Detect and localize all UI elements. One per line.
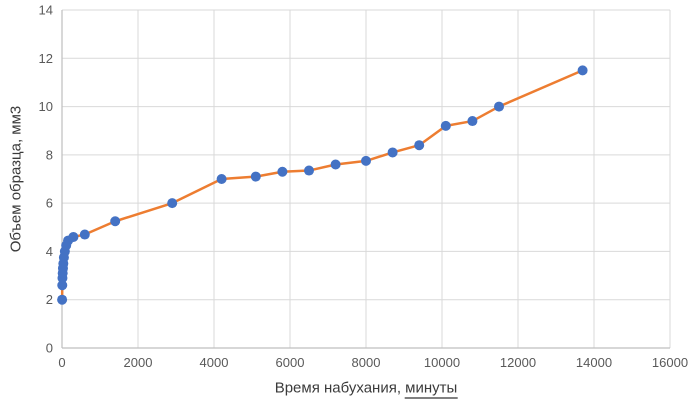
data-point — [216, 174, 227, 184]
data-point — [330, 159, 341, 170]
data-point — [494, 101, 504, 112]
y-tick-label: 14 — [39, 3, 53, 18]
data-point — [68, 231, 79, 242]
y-tick-label: 0 — [46, 341, 53, 356]
data-point — [304, 165, 314, 176]
data-point — [387, 147, 398, 158]
y-tick-label: 4 — [46, 244, 53, 259]
data-point — [110, 216, 121, 227]
x-axis-title-underlined: минуты — [405, 379, 458, 399]
x-tick-label: 2000 — [124, 355, 153, 370]
data-point — [57, 280, 68, 291]
y-tick-label: 12 — [39, 51, 53, 66]
y-tick-label: 8 — [46, 147, 53, 162]
data-point — [79, 229, 90, 240]
x-tick-label: 0 — [58, 355, 65, 370]
data-point — [250, 171, 261, 182]
data-point — [277, 166, 288, 177]
data-point — [414, 140, 425, 151]
data-point — [57, 294, 68, 305]
data-point — [440, 120, 451, 131]
x-axis-title: Время набухания, минуты — [274, 379, 458, 399]
x-tick-label: 8000 — [352, 355, 381, 370]
data-point — [577, 65, 588, 76]
data-point — [167, 198, 178, 209]
y-tick-label: 2 — [46, 292, 53, 307]
series-line — [60, 69, 584, 301]
x-tick-label: 4000 — [200, 355, 229, 370]
x-tick-label: 16000 — [652, 355, 688, 370]
data-point — [467, 116, 478, 127]
y-tick-label: 10 — [39, 99, 53, 114]
x-tick-label: 14000 — [576, 355, 612, 370]
x-tick-label: 10000 — [424, 355, 460, 370]
y-axis-title: Объем образца, мм3 — [7, 105, 25, 253]
data-point — [361, 155, 371, 166]
x-tick-label: 12000 — [500, 355, 536, 370]
x-tick-label: 6000 — [276, 355, 305, 370]
x-axis-title-text: Время набухания, — [274, 379, 406, 397]
y-tick-label: 6 — [46, 196, 53, 211]
